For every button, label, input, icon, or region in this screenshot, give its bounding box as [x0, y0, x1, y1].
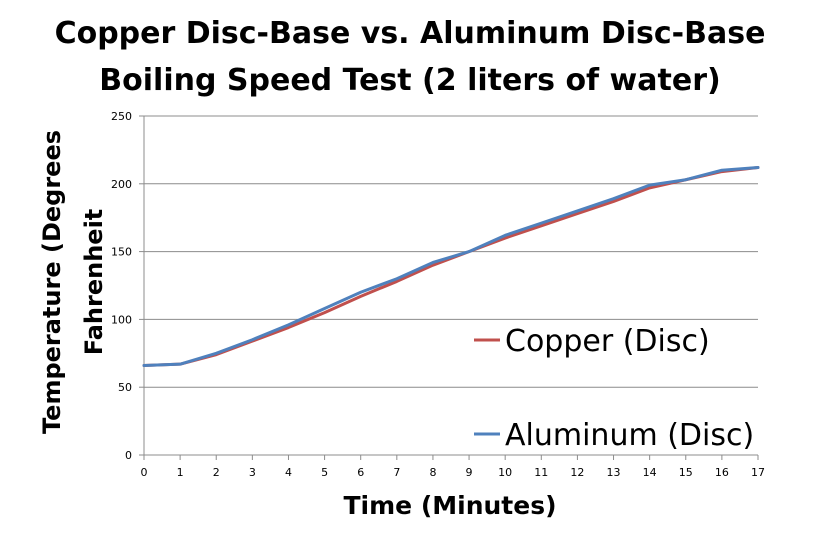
y-tick-label: 150 [111, 246, 132, 259]
legend-item-aluminum: Aluminum (Disc) [474, 418, 754, 453]
y-axis-title-line-2: Fahrenheit [80, 209, 108, 356]
y-tick-label: 250 [111, 110, 132, 123]
x-tick-label: 10 [498, 466, 512, 479]
x-tick-label: 1 [177, 466, 184, 479]
y-tick-label: 200 [111, 178, 132, 191]
x-tick-label: 15 [679, 466, 693, 479]
series-lines [142, 166, 760, 368]
y-tick-label: 100 [111, 313, 132, 326]
x-tick-label: 11 [534, 466, 548, 479]
x-tick-label: 2 [213, 466, 220, 479]
x-tick-label: 3 [249, 466, 256, 479]
x-tick-label: 14 [643, 466, 657, 479]
chart-title-line-1: Copper Disc-Base vs. Aluminum Disc-Base [55, 16, 766, 51]
y-tick-label: 50 [118, 381, 132, 394]
x-tick-label: 12 [570, 466, 584, 479]
x-tick-label: 17 [751, 466, 765, 479]
chart-title-line-2: Boiling Speed Test (2 liters of water) [99, 63, 720, 98]
x-tick-label: 0 [141, 466, 148, 479]
x-tick-label: 8 [429, 466, 436, 479]
legend: Copper (Disc) Aluminum (Disc) [474, 324, 754, 453]
y-axis-title: Temperature (Degrees Fahrenheit [38, 130, 108, 434]
x-axis-title: Time (Minutes) [343, 491, 556, 520]
x-tick-label: 7 [393, 466, 400, 479]
series-line-aluminum [142, 166, 760, 368]
y-axis-title-line-1: Temperature (Degrees [38, 130, 66, 434]
x-tick-label: 16 [715, 466, 729, 479]
x-tick-label: 5 [321, 466, 328, 479]
x-tick-label: 4 [285, 466, 292, 479]
legend-item-copper: Copper (Disc) [474, 324, 710, 359]
legend-label: Copper (Disc) [505, 324, 710, 359]
x-tick-label: 13 [607, 466, 621, 479]
x-tick-label: 6 [357, 466, 364, 479]
y-tick-label: 0 [125, 449, 132, 462]
x-tick-label: 9 [466, 466, 473, 479]
legend-label: Aluminum (Disc) [505, 418, 754, 453]
